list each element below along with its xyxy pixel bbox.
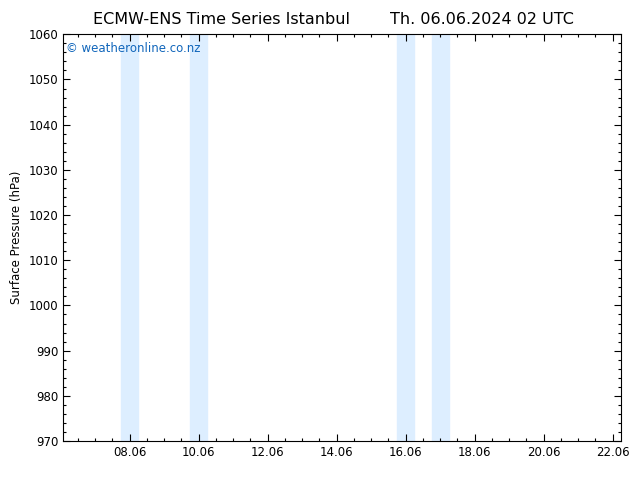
Bar (190, 34, 207, 441)
Text: ECMW-ENS Time Series Istanbul: ECMW-ENS Time Series Istanbul (93, 12, 351, 27)
Y-axis label: Surface Pressure (hPa): Surface Pressure (hPa) (10, 171, 23, 304)
Text: © weatheronline.co.nz: © weatheronline.co.nz (66, 43, 201, 55)
Bar (397, 34, 414, 441)
Bar (432, 34, 449, 441)
Text: Th. 06.06.2024 02 UTC: Th. 06.06.2024 02 UTC (390, 12, 574, 27)
Bar (121, 34, 138, 441)
